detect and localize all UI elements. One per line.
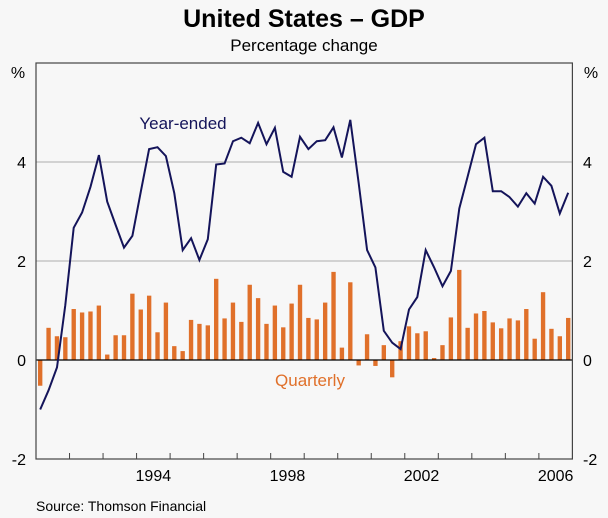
quarterly-bar (46, 327, 51, 360)
quarterly-bar (172, 346, 177, 360)
quarterly-bar (113, 335, 118, 360)
y-tick-label-right: 2 (583, 254, 592, 271)
quarterly-bar (79, 312, 85, 360)
series-label-quarterly: Quarterly (275, 371, 345, 390)
series-label-year-ended: Year-ended (139, 114, 226, 133)
quarterly-bar (38, 360, 43, 386)
quarterly-bar (289, 303, 294, 360)
quarterly-bar (163, 302, 169, 360)
quarterly-bar (281, 327, 286, 360)
quarterly-bar (188, 319, 194, 360)
quarterly-bar (255, 298, 261, 360)
quarterly-bar (339, 347, 345, 360)
quarterly-bar (247, 284, 252, 360)
y-tick-label-right: 0 (583, 353, 592, 370)
quarterly-bar (515, 320, 521, 360)
x-tick-label: 2006 (538, 468, 574, 485)
quarterly-bar (272, 305, 278, 360)
quarterly-bar (507, 318, 512, 360)
y-unit-right: % (584, 65, 598, 82)
quarterly-bar (197, 323, 202, 360)
quarterly-bar (331, 271, 336, 360)
y-axis: -2 -2 0 0 2 2 4 4 (12, 155, 598, 469)
quarterly-bar (348, 282, 353, 360)
quarterly-bar (549, 328, 554, 360)
y-tick-label-right: 4 (583, 155, 592, 172)
y-tick-label-right: -2 (583, 452, 597, 469)
quarterly-bar (322, 302, 328, 360)
quarterly-bar (130, 293, 135, 360)
y-tick-label-left: -2 (12, 452, 26, 469)
quarterly-bar (96, 305, 102, 360)
source-note: Source: Thomson Financial (36, 498, 206, 514)
quarterly-bar (222, 318, 227, 360)
quarterly-bar (524, 309, 529, 360)
quarterly-bar (54, 336, 60, 360)
quarterly-bar (88, 311, 93, 360)
x-axis: 1994 1998 2002 2006 (69, 453, 574, 485)
quarterly-bar (381, 345, 387, 360)
quarterly-bar (448, 317, 454, 360)
quarterly-bar (146, 295, 152, 360)
quarterly-bar (431, 358, 437, 360)
quarterly-bar (364, 334, 370, 360)
chart-subtitle: Percentage change (230, 36, 377, 55)
quarterly-bar (473, 313, 479, 360)
x-tick-label: 2002 (404, 468, 440, 485)
quarterly-bar (406, 326, 412, 360)
y-tick-label-left: 2 (17, 254, 26, 271)
quarterly-bar (314, 319, 319, 360)
quarterly-bar (566, 317, 571, 360)
quarterly-bar (465, 327, 470, 360)
quarterly-bar (390, 360, 395, 378)
quarterly-bar (105, 354, 110, 360)
y-unit-left: % (11, 65, 25, 82)
year-ended-line (39, 119, 570, 410)
quarterly-bar (423, 331, 428, 360)
quarterly-bar (356, 360, 361, 366)
quarterly-bar (230, 302, 236, 360)
quarterly-bar (415, 333, 420, 360)
quarterly-bar (398, 341, 403, 360)
y-tick-label-left: 0 (17, 353, 26, 370)
quarterly-bar (457, 269, 462, 360)
quarterly-bar (214, 278, 219, 360)
chart-title: United States – GDP (183, 5, 425, 33)
quarterly-bar (180, 351, 185, 360)
gridlines (36, 161, 573, 262)
quarterly-bar (440, 345, 445, 360)
quarterly-bar (155, 332, 160, 360)
quarterly-bar (490, 322, 495, 360)
quarterly-bar (532, 338, 537, 360)
quarterly-bar (121, 335, 127, 360)
quarterly-bar (482, 310, 487, 360)
x-tick-label: 1994 (136, 468, 172, 485)
quarterly-bar (138, 309, 143, 360)
quarterly-bar (557, 336, 563, 360)
quarterly-bar (306, 317, 311, 360)
quarterly-bar (239, 321, 244, 360)
quarterly-bar (264, 323, 269, 360)
quarterly-bar (297, 284, 303, 360)
quarterly-bar (205, 325, 210, 360)
y-tick-label-left: 4 (17, 155, 26, 172)
quarterly-bar (540, 292, 546, 360)
quarterly-bar (71, 309, 76, 360)
quarterly-bars (38, 269, 571, 386)
x-tick-label: 1998 (270, 468, 306, 485)
quarterly-bar (63, 337, 68, 360)
quarterly-bar (498, 328, 504, 360)
quarterly-bar (373, 360, 378, 366)
